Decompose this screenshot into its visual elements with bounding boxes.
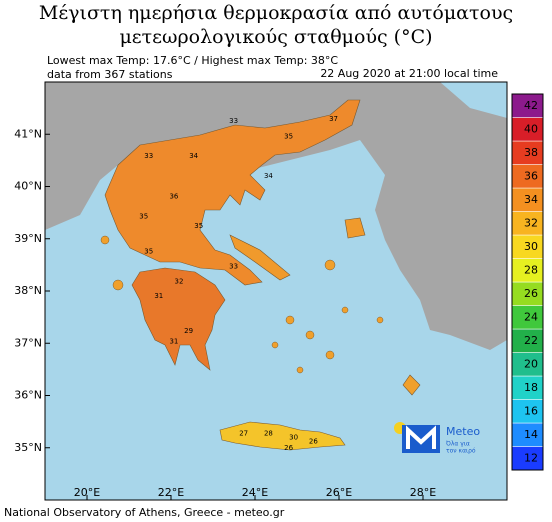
logo-slogan: τον καιρό <box>446 448 476 455</box>
colorbar-label: 24 <box>524 310 538 323</box>
station-value: 31 <box>154 292 163 300</box>
x-tick-label: 24°E <box>242 486 268 499</box>
colorbar-label: 28 <box>524 263 538 276</box>
y-tick-label: 35°N <box>14 441 42 454</box>
subtitle: data from 367 stations <box>47 68 173 81</box>
logo-name: Meteo <box>446 425 480 438</box>
station-value: 37 <box>329 115 338 123</box>
station-value: 33 <box>229 117 238 125</box>
y-tick-label: 40°N <box>14 180 42 193</box>
colorbar-label: 32 <box>524 216 538 229</box>
x-tick-label: 26°E <box>326 486 352 499</box>
colorbar-label: 30 <box>524 240 538 253</box>
x-tick-label: 20°E <box>74 486 100 499</box>
station-value: 35 <box>284 132 293 140</box>
station-value: 35 <box>194 222 203 230</box>
island <box>325 350 335 360</box>
sea <box>440 82 507 118</box>
colorbar-label: 40 <box>524 122 538 135</box>
colorbar-label: 16 <box>524 404 538 417</box>
colorbar-label: 38 <box>524 146 538 159</box>
station-value: 29 <box>184 327 193 335</box>
island <box>271 341 279 349</box>
colorbar-label: 20 <box>524 357 538 370</box>
subtitle: Lowest max Temp: 17.6°C / Highest max Te… <box>47 54 338 67</box>
station-value: 33 <box>229 262 238 270</box>
island <box>341 306 349 314</box>
island <box>376 316 384 324</box>
station-value: 32 <box>175 278 184 286</box>
y-tick-label: 39°N <box>14 232 42 245</box>
station-value: 26 <box>309 437 318 445</box>
colorbar-label: 34 <box>524 193 538 206</box>
station-value: 31 <box>169 338 178 346</box>
station-value: 30 <box>289 433 298 441</box>
map <box>44 81 508 501</box>
rhodes <box>402 374 421 396</box>
colorbar-label: 26 <box>524 287 538 300</box>
timestamp: 22 Aug 2020 at 21:00 local time <box>320 67 498 80</box>
station-value: 27 <box>239 430 248 438</box>
island <box>305 330 315 340</box>
logo-mark <box>406 425 436 449</box>
colorbar-label: 14 <box>524 428 538 441</box>
island <box>296 366 304 374</box>
colorbar-label: 42 <box>524 99 538 112</box>
colorbar-label: 18 <box>524 381 538 394</box>
footer: National Observatory of Athens, Greece -… <box>4 506 285 519</box>
peloponnese <box>131 267 226 371</box>
x-tick-label: 28°E <box>410 486 436 499</box>
colorbar-label: 12 <box>524 451 538 464</box>
station-value: 28 <box>264 430 273 438</box>
island <box>324 259 336 271</box>
x-tick-label: 22°E <box>158 486 184 499</box>
title-line: Μέγιστη ημερήσια θερμοκρασία από αυτόματ… <box>39 2 513 24</box>
logo: Meteo Όλα για τον καιρό <box>394 422 480 455</box>
colorbar-label: 22 <box>524 334 538 347</box>
island <box>285 315 295 325</box>
station-value: 34 <box>264 172 273 180</box>
island <box>112 279 124 291</box>
logo-slogan: Όλα για <box>445 441 470 448</box>
station-value: 34 <box>189 152 198 160</box>
station-value: 36 <box>169 192 178 200</box>
y-tick-label: 37°N <box>14 336 42 349</box>
station-value: 35 <box>139 212 148 220</box>
colorbar-frame <box>511 93 544 471</box>
cyclades <box>100 235 384 374</box>
greece-mainland <box>104 99 361 286</box>
y-tick-label: 41°N <box>14 127 42 140</box>
station-value: 35 <box>144 247 153 255</box>
crete <box>219 421 346 451</box>
station-value: 33 <box>144 152 153 160</box>
y-tick-label: 36°N <box>14 389 42 402</box>
colorbar-label: 36 <box>524 169 538 182</box>
island <box>100 235 110 245</box>
evia <box>229 234 291 281</box>
y-tick-label: 38°N <box>14 284 42 297</box>
title-line: μετεωρολογικούς σταθμούς (°C) <box>119 26 432 48</box>
lesvos <box>344 217 366 239</box>
station-value: 26 <box>284 444 293 452</box>
